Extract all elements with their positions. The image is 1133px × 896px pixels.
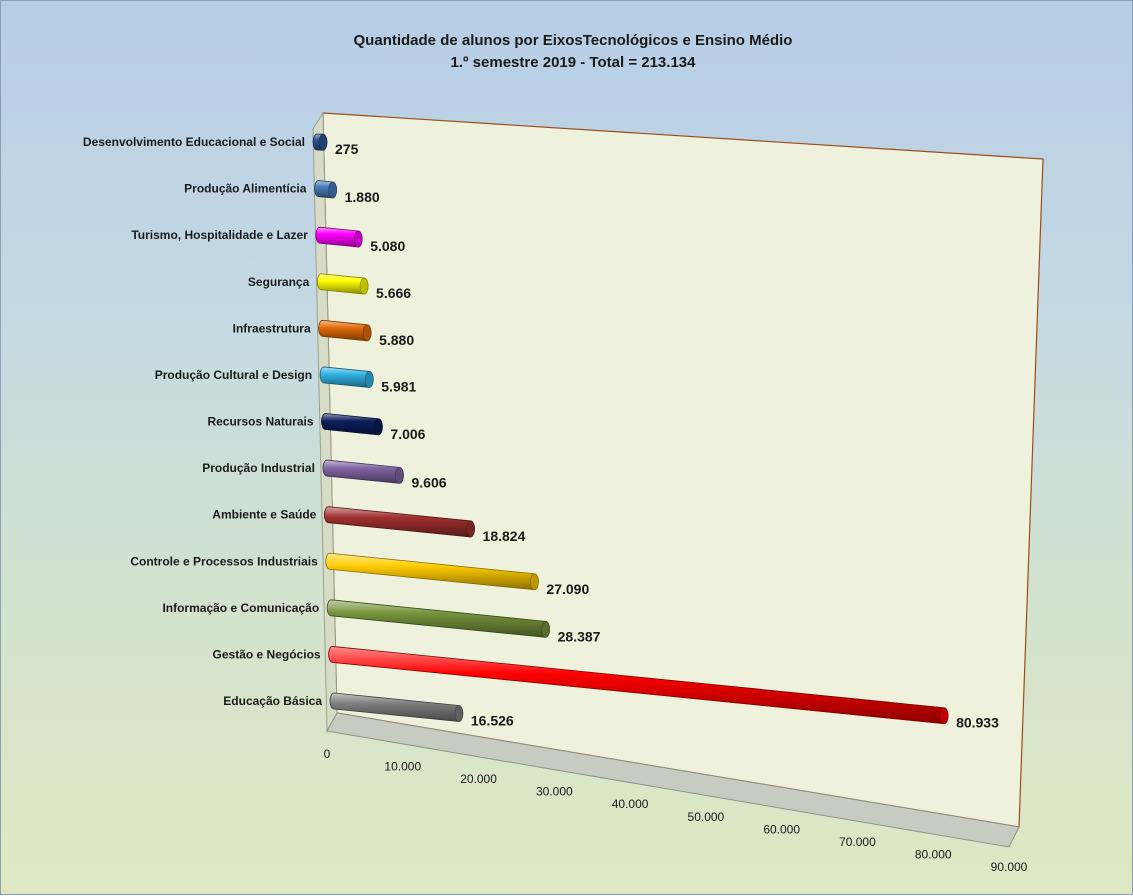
category-label: Recursos Naturais: [207, 415, 313, 429]
bar-cap-5: [364, 371, 374, 388]
x-tick-label: 60.000: [763, 822, 800, 836]
bar-cap-2: [353, 230, 363, 248]
x-tick-label: 10.000: [384, 760, 421, 774]
bar-cap-3: [359, 277, 369, 295]
chart-title-line-1: Quantidade de alunos por EixosTecnológic…: [354, 32, 793, 49]
category-label: Ambiente e Saúde: [212, 508, 316, 522]
x-tick-label: 40.000: [612, 797, 649, 811]
bar-cap-10: [541, 621, 550, 638]
value-label: 27.090: [546, 581, 589, 597]
x-tick-label: 0: [324, 747, 331, 761]
bar-cap-7: [395, 467, 404, 484]
value-label: 5.981: [381, 378, 416, 394]
category-label: Produção Alimentícia: [184, 182, 307, 196]
value-label: 9.606: [411, 474, 446, 490]
bar-cap-9: [530, 573, 539, 591]
plot-area: [312, 111, 1044, 848]
bar-cap-8: [466, 520, 475, 538]
category-labels: Desenvolvimento Educacional e Social Prod…: [83, 135, 322, 708]
category-label: Controle e Processos Industriais: [130, 554, 318, 568]
value-label: 5.880: [379, 332, 414, 348]
value-label: 18.824: [483, 528, 526, 544]
category-label: Informação e Comunicação: [162, 601, 319, 615]
x-tick-label: 70.000: [839, 835, 876, 849]
plot-floor: [326, 712, 1020, 848]
bar-cap-1: [328, 181, 337, 199]
category-label: Educação Básica: [223, 694, 322, 708]
x-tick-label: 20.000: [460, 772, 497, 786]
bars-group: [312, 133, 949, 725]
value-label: 80.933: [956, 715, 999, 731]
value-label: 5.080: [370, 238, 405, 254]
value-label: 1.880: [345, 189, 380, 205]
bar-cap-0: [318, 133, 328, 151]
category-label: Infraestrutura: [233, 321, 311, 335]
value-label: 16.526: [471, 713, 514, 729]
category-label: Turismo, Hospitalidade e Lazer: [131, 228, 308, 242]
bar-cap-6: [374, 418, 383, 436]
bar-cap-4: [362, 324, 372, 342]
x-axis-ticks: 0 10.000 20.000 30.000 40.000 50.000 60.000 70.…: [324, 747, 1028, 874]
x-tick-label: 30.000: [536, 785, 573, 799]
bar-cap-11: [939, 707, 949, 725]
value-labels: 275 1.880 5.080 5.666 5.880 5.981 7.006 9.606 18…: [335, 141, 999, 731]
value-label: 7.006: [390, 426, 425, 442]
bar-cap-12: [454, 705, 464, 722]
category-label: Segurança: [248, 275, 310, 289]
category-label: Produção Cultural e Design: [155, 368, 312, 382]
category-label: Produção Industrial: [202, 461, 315, 475]
value-label: 275: [335, 141, 359, 157]
x-tick-label: 50.000: [688, 810, 725, 824]
x-tick-label: 90.000: [991, 860, 1028, 874]
x-tick-label: 80.000: [915, 847, 952, 861]
chart-title-line-2: 1.º semestre 2019 - Total = 213.134: [451, 54, 697, 71]
category-label: Desenvolvimento Educacional e Social: [83, 135, 305, 149]
value-label: 28.387: [558, 628, 601, 644]
category-label: Gestão e Negócios: [213, 647, 321, 661]
value-label: 5.666: [376, 285, 411, 301]
